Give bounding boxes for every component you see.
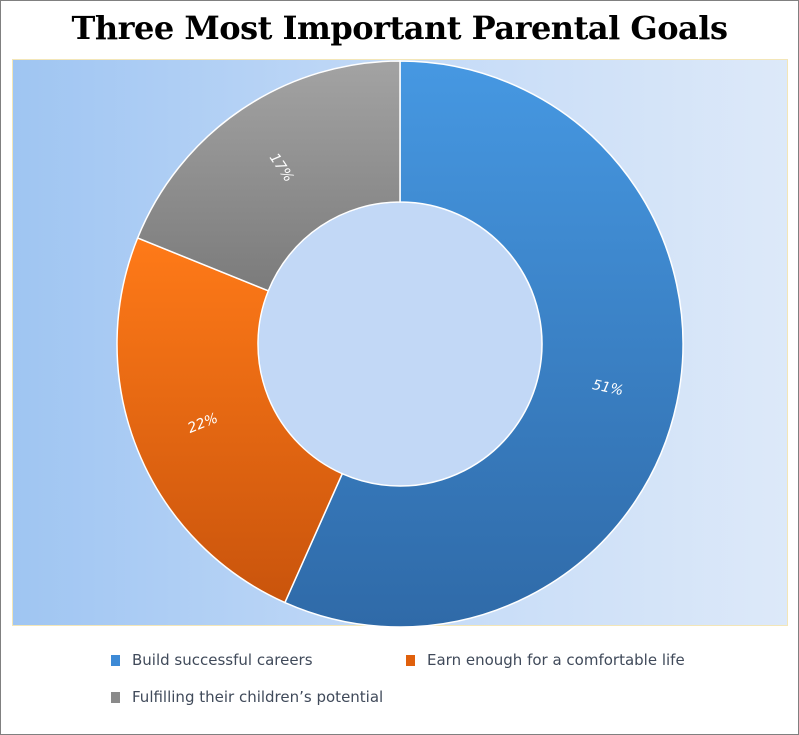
legend-item-comfortable-life: Earn enough for a comfortable life xyxy=(406,651,685,669)
legend-swatch xyxy=(111,654,120,666)
legend-item-careers: Build successful careers xyxy=(111,651,313,669)
legend-label: Build successful careers xyxy=(132,651,313,669)
data-label-0: 51% xyxy=(591,377,625,399)
legend-label: Fulfilling their children’s potential xyxy=(132,688,384,706)
legend-item-childrens-potential: Fulfilling their children’s potential xyxy=(111,688,383,706)
slice-2 xyxy=(136,60,401,292)
slice-1 xyxy=(116,237,344,604)
donut-hole xyxy=(259,203,541,485)
legend-label: Earn enough for a comfortable life xyxy=(427,651,685,669)
legend-swatch xyxy=(406,654,415,666)
chart-title: Three Most Important Parental Goals xyxy=(71,9,728,47)
slice-0 xyxy=(283,60,684,628)
legend-swatch xyxy=(111,691,120,703)
